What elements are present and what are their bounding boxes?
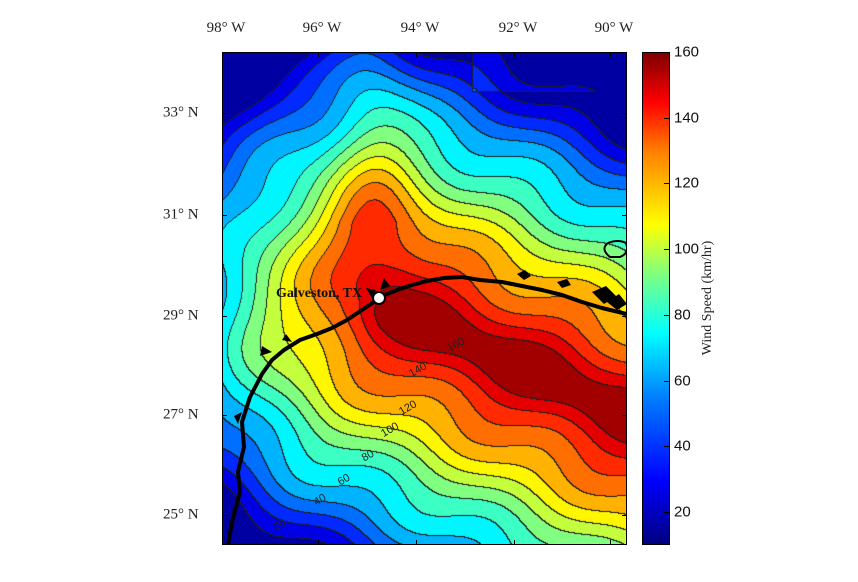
colorbar-tick-label: 120 [674,174,700,192]
lon-tick-label: 96° W [302,20,342,36]
colorbar-tick-mark [664,446,670,448]
lon-tick-mark [514,540,515,545]
lat-tick-mark [622,415,627,416]
colorbar-tick-mark [664,314,670,316]
lon-tick-mark [610,52,611,57]
lat-tick-mark [622,316,627,317]
colorbar-tick-label: 60 [674,372,691,390]
lat-tick-label: 33° N [163,104,199,121]
lat-tick-mark [622,113,627,114]
lat-tick-mark [222,113,227,114]
lon-tick-mark [222,52,223,57]
lon-tick-mark [514,52,515,57]
lon-tick-mark [416,52,417,57]
lat-tick-mark [222,415,227,416]
lon-tick-mark [222,540,223,545]
colorbar-tick-label: 100 [674,240,700,258]
lon-tick-mark [318,540,319,545]
lon-tick-label: 98° W [206,20,246,36]
colorbar [642,52,670,545]
coastline-overlay [226,240,627,545]
lake-outline [603,240,627,258]
lat-tick-mark [222,215,227,216]
colorbar-label: Wind Speed (km/hr) [700,240,715,356]
colorbar-tick-mark [664,512,670,514]
lat-tick-label: 31° N [163,206,199,223]
colorbar-tick-label: 140 [674,109,700,127]
colorbar-tick-mark [664,117,670,119]
colorbar-tick-label: 160 [674,43,700,61]
colorbar-tick-mark [664,183,670,185]
wind-speed-contour-field [222,52,627,545]
lat-tick-mark [222,515,227,516]
lat-tick-mark [622,515,627,516]
colorbar-tick-mark [664,249,670,251]
galveston-marker [372,291,386,305]
plot-frame [222,52,627,545]
city-label: Galveston, TX [276,286,363,301]
coastline [226,275,627,545]
colorbar-tick-mark [664,52,670,53]
lat-tick-mark [622,215,627,216]
colorbar-tick-label: 20 [674,503,691,521]
lat-tick-label: 27° N [163,406,199,423]
lat-tick-label: 29° N [163,307,199,324]
colorbar-tick-mark [664,380,670,382]
lat-tick-mark [222,316,227,317]
lon-tick-mark [416,540,417,545]
lon-tick-label: 90° W [594,20,634,36]
lon-tick-label: 94° W [400,20,440,36]
lon-tick-label: 92° W [498,20,538,36]
colorbar-tick-label: 40 [674,437,691,455]
lon-tick-mark [610,540,611,545]
lon-tick-mark [318,52,319,57]
colorbar-tick-label: 80 [674,306,691,324]
lat-tick-label: 25° N [163,506,199,523]
